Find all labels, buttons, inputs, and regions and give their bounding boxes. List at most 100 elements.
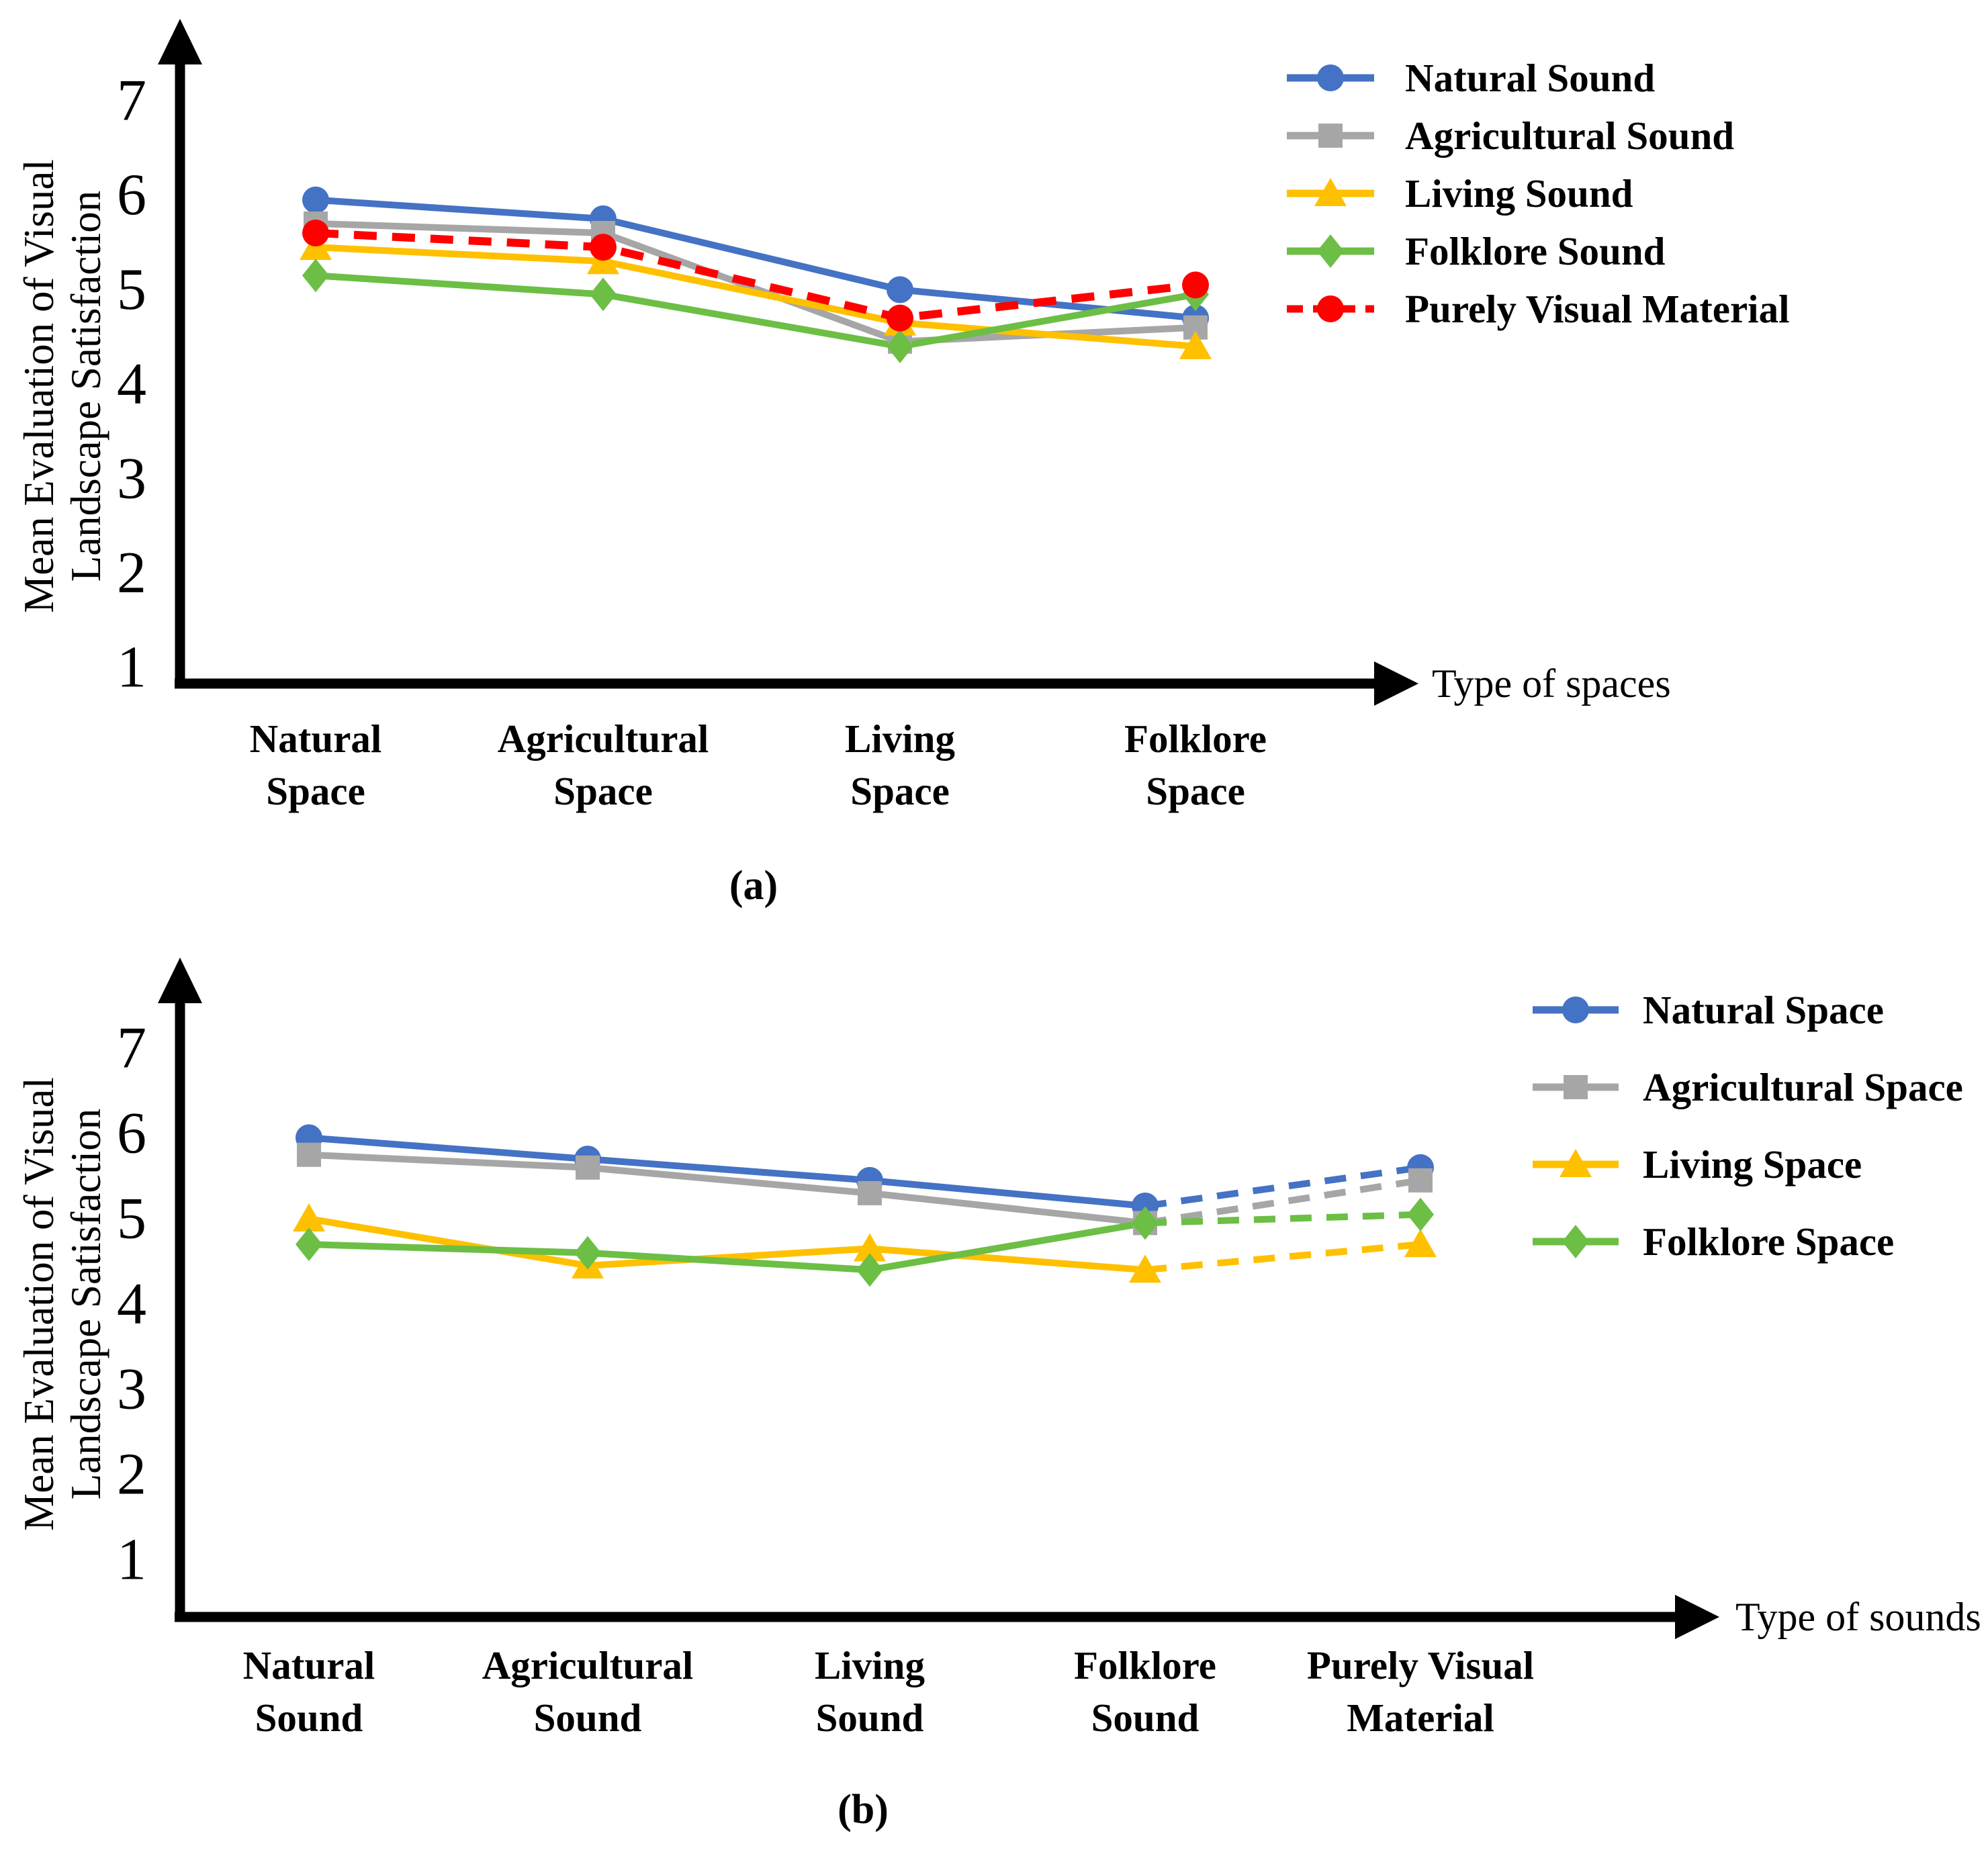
series-line-agricultural-space bbox=[306, 1151, 1148, 1227]
x-axis-arrow bbox=[1675, 1595, 1719, 1639]
y-tick-label: 2 bbox=[117, 541, 146, 606]
series-line-natural-space-dashed-extension bbox=[1144, 1164, 1421, 1209]
series-line-folklore-sound bbox=[312, 272, 1199, 350]
legend-label-natural-space: Natural Space bbox=[1643, 988, 1884, 1032]
agricultural-space-pt4-square-marker bbox=[1408, 1168, 1433, 1193]
y-axis-arrow bbox=[158, 19, 202, 64]
y-tick-label: 5 bbox=[117, 257, 146, 322]
x-category-label-living-sound: Sound bbox=[816, 1696, 924, 1740]
legend-label-natural-sound: Natural Sound bbox=[1405, 56, 1655, 100]
x-category-label-folklore-sound: Folklore bbox=[1074, 1643, 1216, 1687]
legend-label-living-sound: Living Sound bbox=[1405, 171, 1633, 216]
y-tick-label: 1 bbox=[117, 635, 146, 700]
x-category-label-living-sound: Living bbox=[815, 1643, 925, 1687]
y-axis-title-line: Landscape Satisfaction bbox=[62, 191, 109, 582]
folklore-sound-pt2-diamond-marker bbox=[887, 329, 913, 363]
x-category-label-agricultural-space: Space bbox=[553, 769, 653, 813]
series-line-living-space bbox=[306, 1215, 1148, 1274]
y-tick-label: 6 bbox=[117, 163, 146, 228]
legend-folklore-sound-diamond-marker bbox=[1317, 234, 1344, 268]
y-tick-label: 5 bbox=[117, 1187, 146, 1252]
x-category-label-living-space: Living bbox=[845, 716, 955, 761]
natural-sound-pt2-circle-marker bbox=[887, 276, 913, 304]
y-tick-label: 7 bbox=[117, 68, 146, 134]
legend-label-folklore-sound: Folklore Sound bbox=[1405, 229, 1666, 273]
legend-label-purely-visual-material: Purely Visual Material bbox=[1405, 287, 1789, 331]
series-line-folklore-space bbox=[306, 1219, 1148, 1274]
y-axis-title-line: Mean Evaluation of Visual bbox=[15, 1077, 62, 1531]
y-tick-label: 2 bbox=[117, 1442, 146, 1507]
living-space-pt4-triangle-marker bbox=[1404, 1229, 1437, 1258]
y-tick-label: 4 bbox=[117, 1272, 146, 1337]
x-axis-arrow bbox=[1374, 661, 1418, 706]
series-line-purely-visual-material bbox=[315, 228, 1196, 322]
x-category-label-purely-visual-material: Material bbox=[1347, 1696, 1494, 1740]
living-sound-pt3-triangle-marker bbox=[1179, 330, 1212, 359]
legend-label-agricultural-sound: Agricultural Sound bbox=[1405, 113, 1734, 158]
series-line-natural-space bbox=[306, 1134, 1148, 1209]
legend-living-sound-triangle-marker bbox=[1314, 178, 1347, 206]
y-tick-label: 7 bbox=[117, 1016, 146, 1081]
x-category-label-natural-sound: Natural bbox=[243, 1643, 375, 1687]
y-tick-label: 4 bbox=[117, 352, 146, 417]
folklore-space-pt2-diamond-marker bbox=[856, 1253, 883, 1287]
series-line-natural-sound bbox=[312, 196, 1199, 322]
x-category-label-folklore-sound: Sound bbox=[1091, 1696, 1200, 1740]
folklore-space-pt3-diamond-marker bbox=[1132, 1206, 1159, 1240]
y-tick-label: 3 bbox=[117, 1357, 146, 1422]
y-axis-arrow bbox=[158, 958, 202, 1003]
x-category-label-purely-visual-material: Purely Visual bbox=[1307, 1643, 1534, 1687]
agricultural-space-pt2-square-marker bbox=[858, 1180, 882, 1205]
x-category-label-agricultural-space: Agricultural bbox=[498, 716, 709, 761]
folklore-space-pt1-diamond-marker bbox=[574, 1236, 601, 1270]
legend-agricultural-space-square-marker bbox=[1564, 1075, 1588, 1099]
y-axis-title-line: Mean Evaluation of Visual bbox=[15, 159, 62, 613]
chart-a: 7 6 5 4 3 2 1 Mean Evaluation of Visual Landscap… bbox=[15, 19, 1789, 813]
y-axis-title-line: Landscape Satisfaction bbox=[62, 1109, 109, 1500]
x-category-label-natural-space: Space bbox=[266, 769, 365, 813]
x-axis-title: Type of spaces bbox=[1432, 661, 1671, 706]
x-category-label-agricultural-sound: Sound bbox=[534, 1696, 642, 1740]
x-category-label-folklore-space: Folklore bbox=[1124, 716, 1267, 761]
series-line-living-space-dashed-extension bbox=[1144, 1241, 1421, 1274]
series-line-folklore-space-dashed-extension bbox=[1144, 1211, 1421, 1227]
x-category-label-living-space: Space bbox=[850, 769, 950, 813]
x-axis-title: Type of sounds bbox=[1735, 1595, 1981, 1639]
chart-b: 7 6 5 4 3 2 1 Mean Evaluation of Visual Landscap… bbox=[15, 958, 1981, 1740]
legend-folklore-space-diamond-marker bbox=[1562, 1225, 1589, 1258]
legend-label-folklore-space: Folklore Space bbox=[1643, 1219, 1894, 1264]
living-space-pt3-triangle-marker bbox=[1129, 1254, 1161, 1283]
folklore-sound-pt1-diamond-marker bbox=[590, 277, 617, 312]
folklore-space-pt4-diamond-marker bbox=[1407, 1197, 1434, 1232]
natural-sound-pt0-circle-marker bbox=[302, 186, 329, 214]
x-category-label-agricultural-sound: Agricultural bbox=[482, 1643, 694, 1687]
x-category-label-folklore-space: Space bbox=[1146, 769, 1245, 813]
series-line-agricultural-space-dashed-extension bbox=[1144, 1176, 1421, 1227]
x-category-label-natural-sound: Sound bbox=[255, 1696, 363, 1740]
purely-visual-material-pt1-circle-marker bbox=[590, 234, 617, 261]
legend-natural-space-circle-marker bbox=[1562, 996, 1589, 1023]
caption-a: (a) bbox=[729, 863, 778, 909]
legend-label-agricultural-space: Agricultural Space bbox=[1643, 1065, 1963, 1109]
legend-living-space-triangle-marker bbox=[1560, 1149, 1592, 1177]
legend-purely-visual-material-circle-marker bbox=[1317, 295, 1344, 322]
purely-visual-material-pt0-circle-marker bbox=[302, 219, 329, 246]
living-space-pt2-triangle-marker bbox=[854, 1233, 886, 1262]
legend-natural-sound-circle-marker bbox=[1317, 64, 1344, 91]
purely-visual-material-pt3-circle-marker bbox=[1182, 271, 1209, 299]
legend-label-living-space: Living Space bbox=[1643, 1142, 1862, 1187]
caption-b: (b) bbox=[838, 1787, 889, 1832]
living-space-pt0-triangle-marker bbox=[293, 1203, 325, 1232]
legend-agricultural-sound-square-marker bbox=[1318, 124, 1343, 148]
y-tick-label: 3 bbox=[117, 446, 146, 511]
folklore-sound-pt0-diamond-marker bbox=[302, 259, 329, 293]
agricultural-space-pt1-square-marker bbox=[576, 1155, 600, 1180]
folklore-space-pt0-diamond-marker bbox=[296, 1227, 322, 1262]
y-tick-label: 6 bbox=[117, 1101, 146, 1166]
purely-visual-material-pt2-circle-marker bbox=[887, 304, 913, 332]
y-tick-label: 1 bbox=[117, 1528, 146, 1593]
agricultural-space-pt0-square-marker bbox=[297, 1142, 321, 1167]
x-category-label-natural-space: Natural bbox=[250, 716, 382, 761]
series-line-living-sound bbox=[312, 244, 1199, 350]
